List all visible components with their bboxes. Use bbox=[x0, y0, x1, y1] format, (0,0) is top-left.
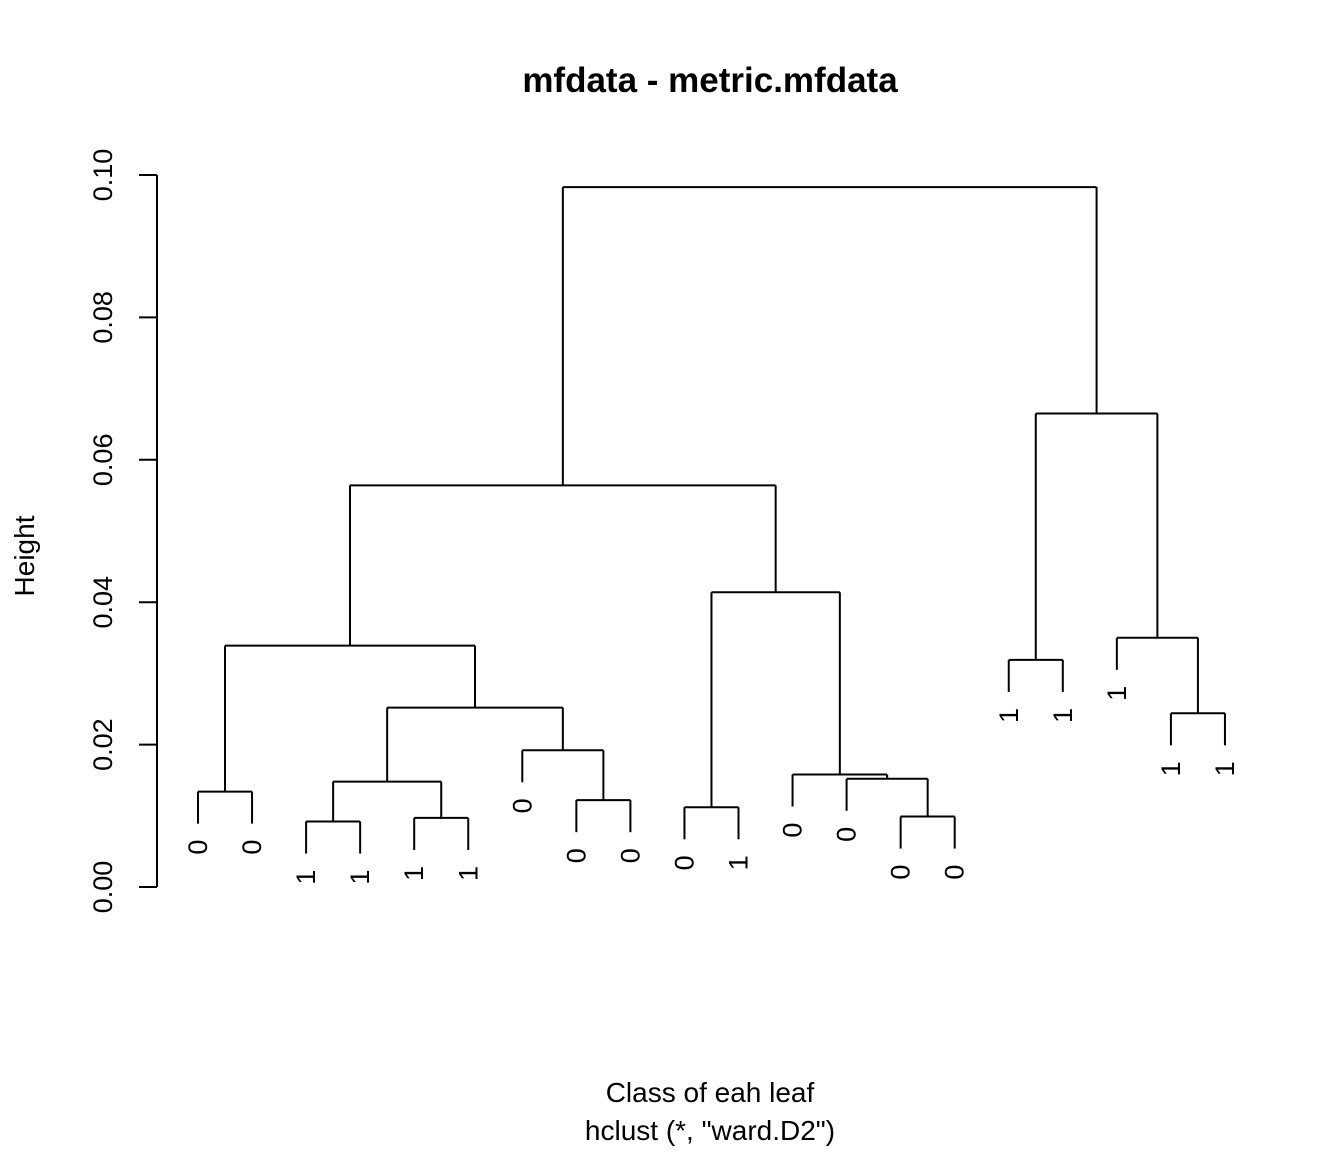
y-tick-label: 0.10 bbox=[88, 149, 118, 202]
y-tick-label: 0.02 bbox=[88, 718, 118, 771]
leaf-label: 0 bbox=[507, 798, 537, 813]
y-axis: 0.00 0.02 0.04 0.06 0.08 0.10 bbox=[88, 149, 158, 914]
leaf-label: 0 bbox=[886, 865, 916, 880]
leaf-label: 1 bbox=[291, 870, 321, 885]
dendrogram-tree bbox=[197, 186, 1226, 854]
leaf-label: 1 bbox=[724, 855, 754, 870]
leaf-label: 0 bbox=[183, 840, 213, 855]
y-tick-label: 0.08 bbox=[88, 291, 118, 344]
chart-title: mfdata - metric.mfdata bbox=[522, 61, 898, 100]
leaf-label: 1 bbox=[1102, 686, 1132, 701]
leaf-label: 1 bbox=[1048, 708, 1078, 723]
method-subtitle: hclust (*, "ward.D2") bbox=[585, 1115, 835, 1146]
leaf-label: 0 bbox=[832, 827, 862, 842]
x-axis-label: Class of eah leaf bbox=[606, 1077, 815, 1108]
leaf-label: 1 bbox=[1210, 761, 1240, 776]
leaf-label: 0 bbox=[237, 840, 267, 855]
y-tick-label: 0.06 bbox=[88, 434, 118, 487]
leaf-labels: 0 0 1 1 1 1 0 0 0 0 1 0 0 0 0 1 1 1 1 1 bbox=[183, 686, 1240, 885]
leaf-label: 0 bbox=[669, 855, 699, 870]
leaf-label: 0 bbox=[615, 848, 645, 863]
leaf-label: 0 bbox=[561, 848, 591, 863]
leaf-label: 1 bbox=[994, 708, 1024, 723]
leaf-label: 1 bbox=[453, 866, 483, 881]
leaf-label: 0 bbox=[778, 823, 808, 838]
y-tick-label: 0.04 bbox=[88, 576, 118, 629]
y-tick-label: 0.00 bbox=[88, 861, 118, 914]
leaf-label: 1 bbox=[399, 866, 429, 881]
y-axis-label: Height bbox=[9, 515, 40, 596]
leaf-label: 0 bbox=[940, 865, 970, 880]
leaf-label: 1 bbox=[345, 870, 375, 885]
leaf-label: 1 bbox=[1156, 761, 1186, 776]
